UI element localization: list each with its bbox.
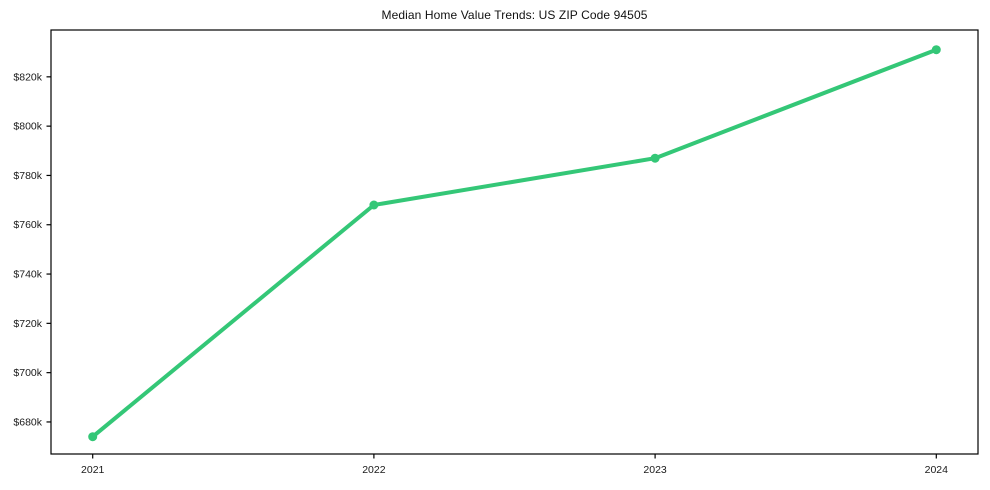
chart-title: Median Home Value Trends: US ZIP Code 94…: [381, 8, 648, 22]
data-point-marker: [650, 153, 660, 163]
data-point-marker: [88, 432, 98, 442]
y-tick-label: $720k: [13, 318, 42, 330]
y-tick-label: $700k: [13, 367, 42, 379]
x-tick-label: 2023: [643, 464, 667, 476]
x-tick-label: 2021: [81, 464, 105, 476]
x-tick-label: 2024: [925, 464, 949, 476]
y-tick-label: $780k: [13, 170, 42, 182]
y-tick-label: $680k: [13, 416, 42, 428]
y-tick-label: $800k: [13, 121, 42, 133]
x-tick-label: 2022: [362, 464, 386, 476]
trend-line: [90, 47, 939, 439]
data-point-marker: [931, 45, 941, 55]
y-tick-label: $820k: [13, 71, 42, 83]
y-tick-label: $760k: [13, 219, 42, 231]
plot-border: [50, 29, 979, 455]
data-point-marker: [369, 200, 379, 210]
y-tick-label: $740k: [13, 269, 42, 281]
